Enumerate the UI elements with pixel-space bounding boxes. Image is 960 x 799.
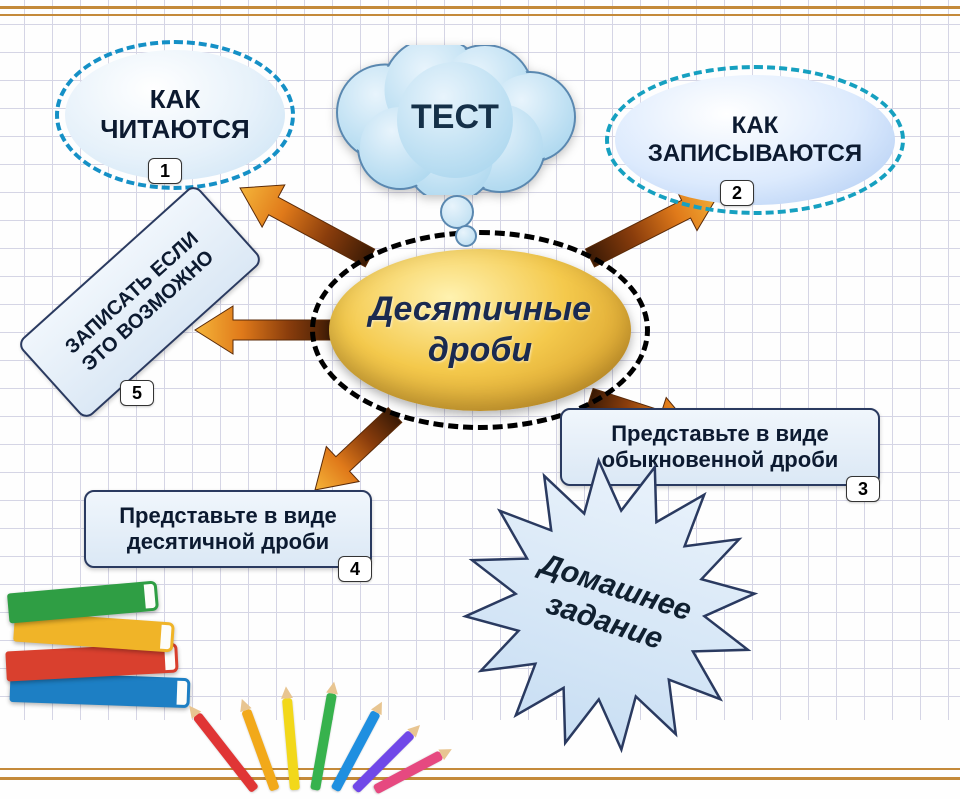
cloud-tail-1 (455, 225, 477, 247)
node-label-n2: КАК ЗАПИСЫВАЮТСЯ (648, 112, 862, 167)
badge-n5: 5 (120, 380, 154, 406)
node-label-n4: Представьте в виде десятичной дроби (119, 503, 337, 556)
badge-n2: 2 (720, 180, 754, 206)
badge-n4: 4 (338, 556, 372, 582)
node-label-n1: КАК ЧИТАЮТСЯ (100, 85, 250, 145)
center-node[interactable]: Десятичныедроби (310, 230, 650, 430)
badge-n1: 1 (148, 158, 182, 184)
badge-n3: 3 (846, 476, 880, 502)
node-n2[interactable]: КАК ЗАПИСЫВАЮТСЯ (605, 65, 905, 215)
books-decoration (0, 555, 230, 725)
cloud-test[interactable]: ТЕСТ (330, 45, 580, 195)
book-3 (7, 581, 159, 624)
center-label: Десятичныедроби (315, 289, 645, 371)
cloud-label: ТЕСТ (330, 98, 580, 137)
pencils-decoration (250, 640, 510, 760)
cloud-tail-0 (440, 195, 474, 229)
